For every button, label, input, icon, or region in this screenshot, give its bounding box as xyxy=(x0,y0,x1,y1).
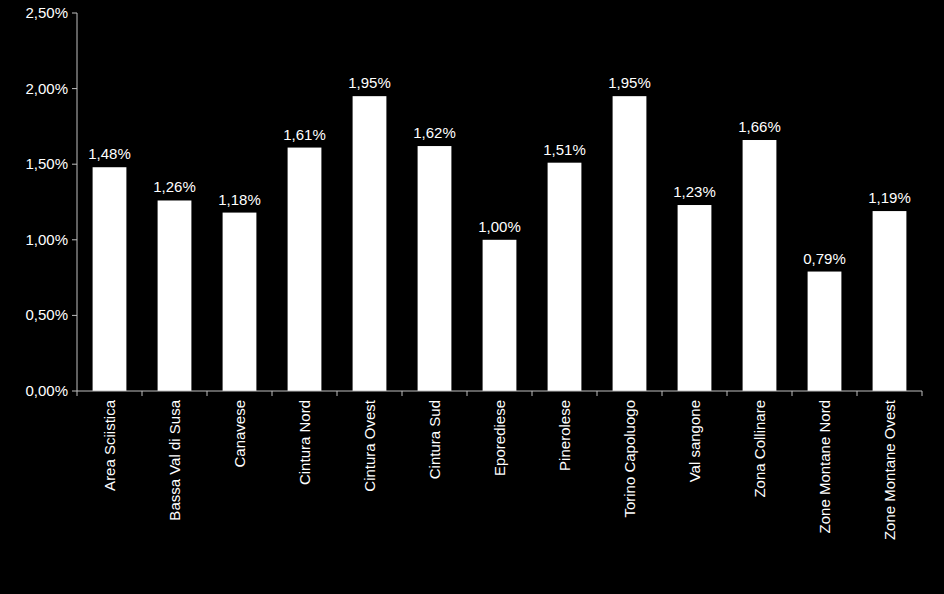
data-label: 1,19% xyxy=(868,189,911,206)
x-tick-label: Val sangone xyxy=(686,400,703,482)
bar xyxy=(873,211,907,391)
y-tick-label: 0,00% xyxy=(25,382,68,399)
x-axis xyxy=(77,391,922,392)
x-tick xyxy=(337,391,338,396)
bars xyxy=(93,96,907,391)
data-label: 1,23% xyxy=(673,183,716,200)
data-label: 0,79% xyxy=(803,250,846,267)
bar xyxy=(288,148,322,391)
x-tick-label: Cintura Sud xyxy=(426,400,443,479)
bar xyxy=(548,163,582,391)
bar xyxy=(483,240,517,391)
x-tick-label: Zona Collinare xyxy=(751,400,768,498)
x-tick-label: Torino Capoluogo xyxy=(621,400,638,518)
y-tick xyxy=(72,315,77,316)
x-tick xyxy=(792,391,793,396)
data-label: 1,62% xyxy=(413,124,456,141)
data-label: 1,61% xyxy=(283,126,326,143)
bar xyxy=(808,272,842,391)
y-tick xyxy=(72,239,77,240)
y-tick xyxy=(72,88,77,89)
y-tick-label: 0,50% xyxy=(25,306,68,323)
data-label: 1,51% xyxy=(543,141,586,158)
x-tick-label: Canavese xyxy=(231,400,248,468)
data-label: 1,66% xyxy=(738,118,781,135)
bar xyxy=(223,213,257,391)
x-tick-label: Zone Montane Nord xyxy=(816,400,833,533)
x-tick xyxy=(207,391,208,396)
x-tick-label: Bassa Val di Susa xyxy=(166,399,183,520)
x-tick-label: Pinerolese xyxy=(556,400,573,471)
x-tick xyxy=(77,391,78,396)
x-tick xyxy=(402,391,403,396)
x-tick-label: Zone Montane Ovest xyxy=(881,399,898,540)
bar xyxy=(353,96,387,391)
y-tick-label: 1,50% xyxy=(25,155,68,172)
y-tick xyxy=(72,13,77,14)
data-label: 1,48% xyxy=(88,145,131,162)
data-label: 1,95% xyxy=(608,74,651,91)
x-tick xyxy=(857,391,858,396)
y-tick xyxy=(72,391,77,392)
chart: 0,00% 0,50% 1,00% 1,50% 2,00% 2,50% Area Sciis… xyxy=(0,0,944,594)
bar xyxy=(418,146,452,391)
x-tick-label: Area Sciistica xyxy=(101,399,118,491)
data-label: 1,00% xyxy=(478,218,521,235)
x-tick xyxy=(727,391,728,396)
x-tick xyxy=(272,391,273,396)
y-tick-label: 1,00% xyxy=(25,231,68,248)
y-tick-label: 2,50% xyxy=(25,4,68,21)
data-label: 1,95% xyxy=(348,74,391,91)
bar xyxy=(93,167,127,391)
y-tick-label: 2,00% xyxy=(25,80,68,97)
y-tick xyxy=(72,164,77,165)
x-tick xyxy=(662,391,663,396)
x-tick xyxy=(142,391,143,396)
bar xyxy=(158,200,192,391)
data-label: 1,26% xyxy=(153,178,196,195)
x-tick xyxy=(467,391,468,396)
x-tick-label: Cintura Nord xyxy=(296,400,313,485)
x-tick xyxy=(597,391,598,396)
background xyxy=(0,0,944,594)
y-axis xyxy=(77,13,78,391)
bar xyxy=(613,96,647,391)
x-tick xyxy=(532,391,533,396)
bar xyxy=(678,205,712,391)
x-tick-label: Cintura Ovest xyxy=(361,399,378,492)
bar xyxy=(743,140,777,391)
x-tick xyxy=(922,391,923,396)
data-label: 1,18% xyxy=(218,191,261,208)
x-tick-label: Eporediese xyxy=(491,400,508,476)
